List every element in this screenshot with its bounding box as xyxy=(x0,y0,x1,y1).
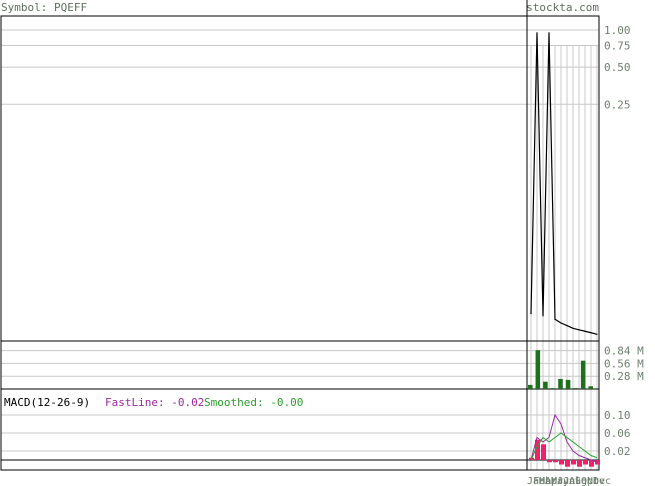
macd-fastline xyxy=(530,413,598,463)
macd-tick-label: 0.10 xyxy=(604,409,631,422)
panel-frame xyxy=(0,388,600,471)
price-point xyxy=(566,325,568,327)
x-tick-label: Mar xyxy=(539,476,557,486)
price-point xyxy=(554,318,556,320)
x-tick-label: Dec xyxy=(593,476,611,486)
macd-histogram-bar xyxy=(583,460,588,465)
price-point xyxy=(590,332,592,334)
panel-frame xyxy=(0,340,600,390)
macd-tick-label: 0.06 xyxy=(604,427,631,440)
x-tick-label: Feb xyxy=(533,476,551,486)
macd-tick-label: 0.02 xyxy=(604,445,631,458)
macd-histogram-bar xyxy=(571,460,576,465)
macd-panel xyxy=(529,413,600,467)
volume-bar xyxy=(565,379,571,389)
x-tick-label: Oct xyxy=(581,476,599,486)
symbol-label: Symbol: PQEFF xyxy=(1,1,87,14)
x-tick-label: Jun xyxy=(557,476,575,486)
axis-labels: 1.00 0.75 0.50 0.25 0.84 M0.56 M0.28 M 0.10 0.… xyxy=(527,24,644,486)
volume-tick-label: 0.56 M xyxy=(604,357,644,370)
site-link[interactable]: stockta.com xyxy=(526,1,599,14)
volume-bar xyxy=(588,386,593,389)
x-tick-label: Nov xyxy=(587,476,605,486)
x-tick-label: Jul xyxy=(563,476,581,486)
volume-bar xyxy=(573,388,578,389)
panel-frames xyxy=(0,0,600,471)
price-tick-label: 1.00 xyxy=(604,24,631,37)
price-tick-label: 0.50 xyxy=(604,61,631,74)
price-line xyxy=(530,32,598,335)
x-tick-label: Sep xyxy=(575,476,593,486)
volume-bar xyxy=(580,360,586,389)
volume-bar xyxy=(535,350,541,389)
x-tick-label: Apr xyxy=(545,476,563,486)
grid-lines xyxy=(1,29,599,470)
macd-histogram-bar xyxy=(577,460,582,467)
macd-fastline-label: FastLine: -0.02 xyxy=(105,396,204,409)
price-tick-label: 0.25 xyxy=(604,98,631,111)
price-point xyxy=(584,330,586,332)
volume-bar xyxy=(528,384,533,389)
x-tick-label: Aug xyxy=(569,476,587,486)
price-tick-label: 0.75 xyxy=(604,39,631,52)
macd-histogram-bar xyxy=(565,460,570,467)
price-point xyxy=(548,32,550,34)
macd-histogram-bar xyxy=(535,439,540,460)
price-point xyxy=(542,315,544,317)
macd-histogram-bar xyxy=(547,460,552,463)
macd-title: MACD(12-26-9) xyxy=(4,396,90,409)
macd-smoothed-line xyxy=(530,432,598,461)
macd-histogram-bar xyxy=(541,444,546,460)
volume-panel xyxy=(528,350,593,389)
x-tick-label: Jan xyxy=(527,476,545,486)
price-panel xyxy=(530,32,598,335)
volume-bar xyxy=(558,378,563,389)
macd-histogram-bar xyxy=(589,460,594,467)
volume-tick-label: 0.28 M xyxy=(604,370,644,383)
macd-histogram-bar xyxy=(595,460,600,465)
volume-tick-label: 0.84 M xyxy=(604,345,644,358)
price-point xyxy=(572,327,574,329)
price-point xyxy=(596,333,598,335)
price-point xyxy=(536,32,538,34)
macd-histogram-bar xyxy=(553,460,558,463)
volume-bar xyxy=(543,381,548,389)
macd-smoothed-label: Smoothed: -0.00 xyxy=(204,396,303,409)
macd-histogram-bar xyxy=(559,460,564,465)
panel-frame xyxy=(0,15,600,342)
volume-bar xyxy=(550,388,556,389)
price-point xyxy=(560,322,562,324)
x-tick-label: May xyxy=(551,476,569,486)
price-point xyxy=(578,329,580,331)
price-point xyxy=(530,313,532,315)
